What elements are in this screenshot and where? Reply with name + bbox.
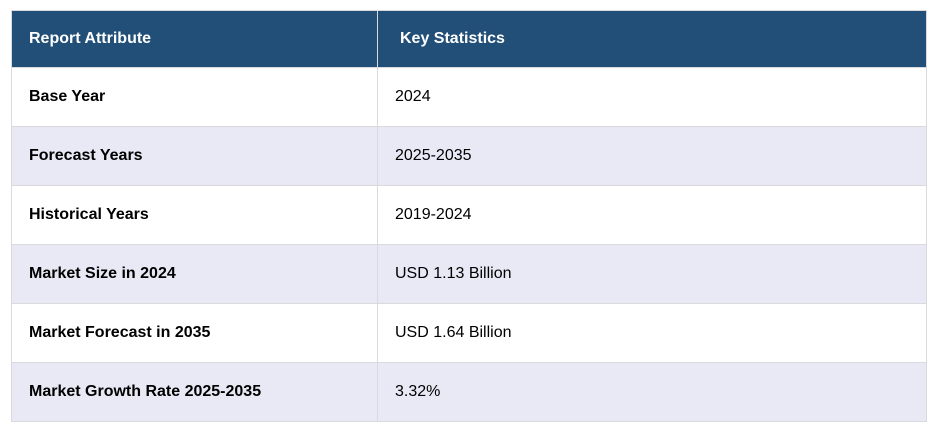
value-cell: USD 1.13 Billion — [377, 244, 927, 304]
table-row: Forecast Years 2025-2035 — [11, 126, 927, 186]
attribute-cell: Market Forecast in 2035 — [11, 303, 378, 363]
table-row: Base Year 2024 — [11, 67, 927, 127]
attribute-cell: Market Size in 2024 — [11, 244, 378, 304]
attribute-cell: Base Year — [11, 67, 378, 127]
value-cell: 3.32% — [377, 362, 927, 422]
attribute-cell: Forecast Years — [11, 126, 378, 186]
table-row: Market Forecast in 2035 USD 1.64 Billion — [11, 303, 927, 363]
header-report-attribute: Report Attribute — [11, 10, 378, 68]
value-cell: USD 1.64 Billion — [377, 303, 927, 363]
value-cell: 2025-2035 — [377, 126, 927, 186]
header-key-statistics: Key Statistics — [377, 10, 927, 68]
attribute-cell: Historical Years — [11, 185, 378, 245]
table-row: Market Size in 2024 USD 1.13 Billion — [11, 244, 927, 304]
table-header: Report Attribute Key Statistics — [11, 10, 927, 68]
value-cell: 2024 — [377, 67, 927, 127]
attribute-cell: Market Growth Rate 2025-2035 — [11, 362, 378, 422]
table-row: Market Growth Rate 2025-2035 3.32% — [11, 362, 927, 422]
value-cell: 2019-2024 — [377, 185, 927, 245]
report-table: Report Attribute Key Statistics Base Yea… — [11, 10, 927, 422]
table-row: Historical Years 2019-2024 — [11, 185, 927, 245]
